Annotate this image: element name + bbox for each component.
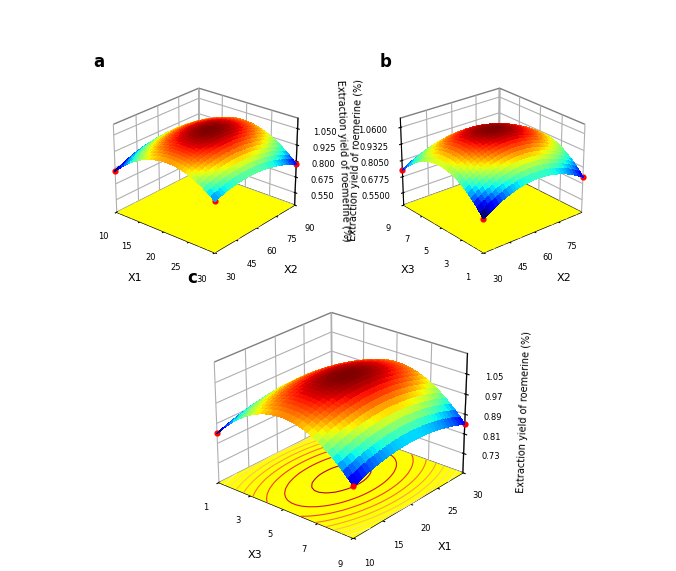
Text: a: a bbox=[94, 53, 105, 71]
X-axis label: X2: X2 bbox=[556, 272, 571, 283]
X-axis label: X1: X1 bbox=[127, 272, 142, 283]
Text: c: c bbox=[187, 269, 197, 287]
Y-axis label: X3: X3 bbox=[400, 266, 415, 275]
Y-axis label: X2: X2 bbox=[283, 266, 298, 275]
Y-axis label: X1: X1 bbox=[437, 541, 452, 552]
X-axis label: X3: X3 bbox=[247, 550, 262, 560]
Text: b: b bbox=[379, 53, 391, 71]
